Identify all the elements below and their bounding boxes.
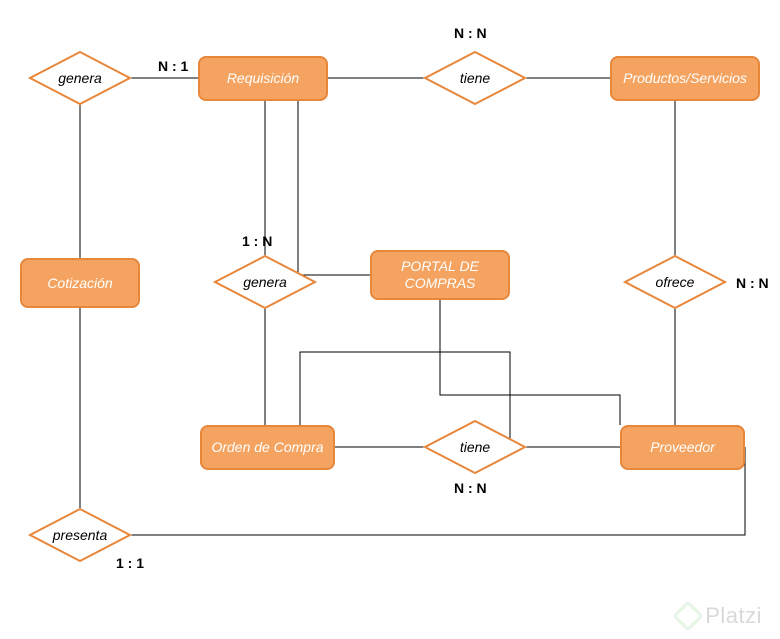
entity-productos: Productos/Servicios — [610, 56, 760, 101]
entity-proveedor: Proveedor — [620, 425, 745, 470]
er-diagram-canvas: Platzi Requisición Productos/Servicios Cot… — [0, 0, 780, 639]
platzi-logo-icon — [673, 600, 704, 631]
relationship-presenta — [30, 509, 130, 561]
entity-label: Requisición — [227, 70, 299, 87]
relationship-tiene1 — [425, 52, 525, 104]
relationship-genera2 — [215, 256, 315, 308]
cardinality-c_n1: N : 1 — [158, 58, 188, 74]
cardinality-c_nn3: N : N — [454, 480, 487, 496]
watermark-text: Platzi — [705, 603, 762, 629]
relationship-label-tiene2: tiene — [425, 421, 525, 473]
entity-label: PORTAL DE COMPRAS — [372, 258, 508, 292]
entity-cotizacion: Cotización — [20, 258, 140, 308]
relationship-genera1 — [30, 52, 130, 104]
cardinality-c_nn1: N : N — [454, 25, 487, 41]
entity-label: Orden de Compra — [211, 439, 323, 456]
entity-portal: PORTAL DE COMPRAS — [370, 250, 510, 300]
relationship-label-tiene1: tiene — [425, 52, 525, 104]
entity-label: Cotización — [47, 275, 112, 292]
entity-label: Proveedor — [650, 439, 715, 456]
relationship-ofrece — [625, 256, 725, 308]
cardinality-c_11: 1 : 1 — [116, 555, 144, 571]
relationship-tiene2 — [425, 421, 525, 473]
entity-orden: Orden de Compra — [200, 425, 335, 470]
watermark: Platzi — [677, 603, 762, 629]
relationship-label-genera1: genera — [30, 52, 130, 104]
edge — [298, 101, 370, 275]
relationship-label-ofrece: ofrece — [625, 256, 725, 308]
edge — [440, 300, 620, 425]
cardinality-c_1n: 1 : N — [242, 233, 272, 249]
relationship-label-presenta: presenta — [30, 509, 130, 561]
cardinality-c_nn2: N : N — [736, 275, 769, 291]
entity-requisicion: Requisición — [198, 56, 328, 101]
relationship-label-genera2: genera — [215, 256, 315, 308]
entity-label: Productos/Servicios — [623, 70, 747, 87]
